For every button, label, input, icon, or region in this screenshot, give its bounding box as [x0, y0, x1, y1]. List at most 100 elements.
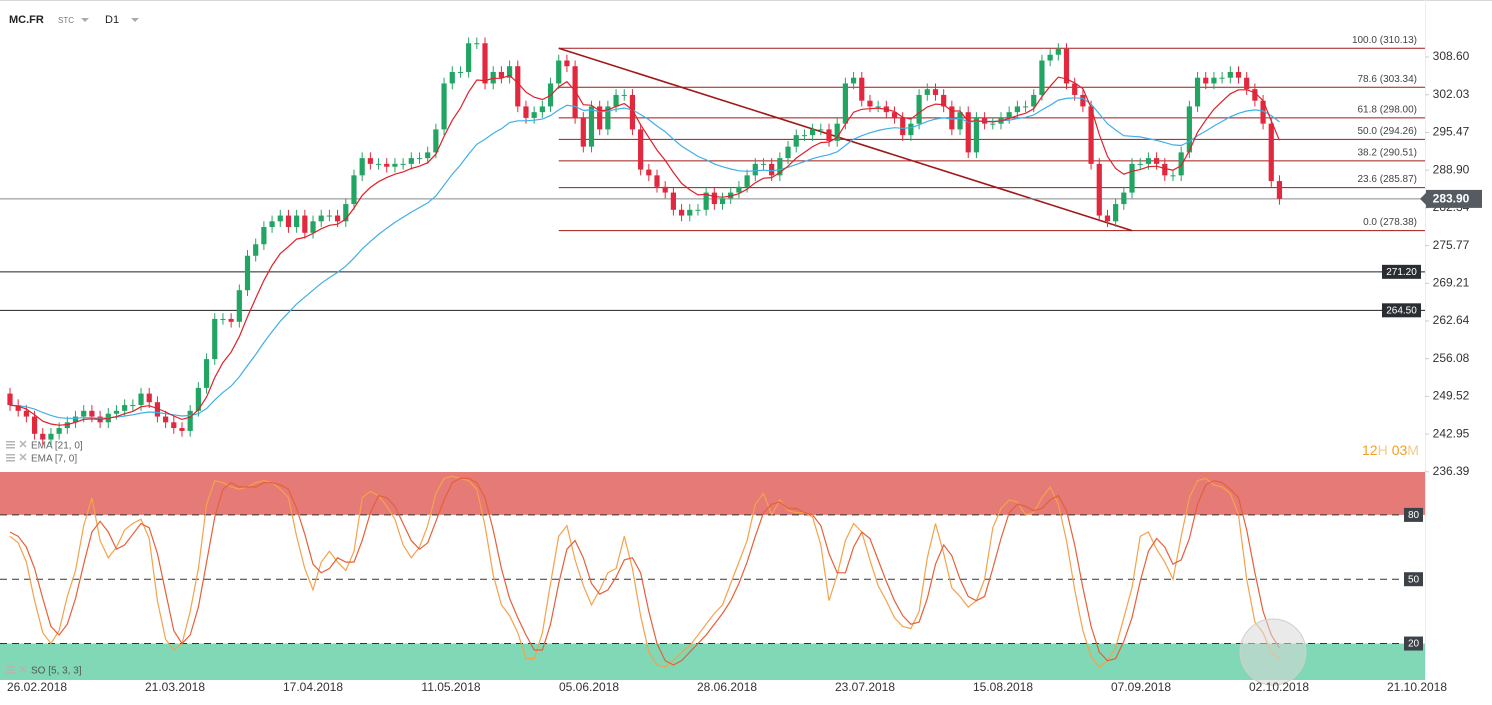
- candle-body: [932, 89, 939, 95]
- ema-line: [9, 74, 1280, 426]
- candle-body: [949, 106, 955, 130]
- candle-body: [400, 163, 406, 165]
- y-tick-label: 236.39: [1433, 464, 1470, 478]
- oscillator-level-label: 80: [1408, 510, 1420, 521]
- candle-body: [1211, 77, 1217, 84]
- fibonacci-label: 0.0 (278.38): [1363, 217, 1417, 228]
- candle-body: [302, 215, 308, 233]
- candle-body: [605, 106, 611, 130]
- candle-body: [253, 244, 259, 256]
- highlight-circle: [1239, 618, 1307, 686]
- oscillator-level-box: [1404, 572, 1423, 587]
- candle-body: [556, 60, 562, 84]
- y-tick-label: 242.95: [1433, 426, 1470, 440]
- header: MC.FR STC D1: [9, 14, 139, 26]
- candle-body: [48, 433, 54, 440]
- candle-body: [891, 112, 898, 118]
- horizontal-line-label: 271.20: [1386, 267, 1417, 278]
- legend: EMA [21, 0] EMA [7, 0] SO [5, 3, 3]: [6, 440, 83, 677]
- candle-body: [1129, 163, 1135, 193]
- legend-icon[interactable]: [6, 441, 15, 674]
- dropdown-arrow[interactable]: [131, 18, 139, 22]
- y-tick-label: 308.60: [1433, 49, 1470, 63]
- legend-label: EMA [21, 0]: [31, 441, 83, 452]
- fibonacci-label: 100.0 (310.13): [1352, 35, 1417, 46]
- candle-body: [924, 89, 930, 95]
- candle-body: [113, 410, 120, 414]
- candle-body: [834, 123, 840, 141]
- oscillator-level-label: 50: [1408, 574, 1420, 585]
- candle-body: [310, 221, 316, 233]
- y-tick-label: 302.03: [1433, 87, 1470, 101]
- candle-body: [588, 106, 595, 147]
- x-tick-label: 15.08.2018: [973, 680, 1033, 694]
- candle-body: [1096, 163, 1102, 216]
- candle-body: [1252, 89, 1258, 101]
- axes: 80 50 20 271.20 264.50 308.60 302.03 295.47 288.…: [7, 49, 1482, 694]
- candle-body: [818, 129, 824, 131]
- candle-body: [261, 227, 267, 245]
- x-tick-label: 11.05.2018: [421, 680, 480, 694]
- candle-body: [285, 215, 292, 228]
- fibonacci-label: 61.8 (298.00): [1358, 105, 1418, 116]
- x-tick-label: 17.04.2018: [283, 680, 343, 694]
- candle-body: [384, 163, 390, 167]
- candle-body: [826, 129, 832, 141]
- candle-body: [1072, 83, 1078, 95]
- y-tick-label: 262.64: [1433, 313, 1470, 327]
- candle-body: [1047, 54, 1053, 61]
- candle-body: [867, 100, 873, 107]
- candle-body: [179, 428, 185, 431]
- candle-body: [965, 112, 971, 153]
- candle-body: [187, 410, 193, 431]
- candle-body: [621, 94, 627, 96]
- candle-body: [900, 117, 906, 136]
- last-price-pointer: [1420, 192, 1426, 205]
- candle-body: [359, 158, 365, 176]
- oscillator-line: [9, 475, 1280, 668]
- instrument-type[interactable]: STC: [58, 16, 74, 25]
- timeframe[interactable]: D1: [105, 14, 119, 26]
- plot: 100.0 (310.13) 78.6 (303.34) 61.8 (298.00)…: [0, 35, 1425, 668]
- candle-body: [515, 66, 521, 107]
- candle-body: [1137, 163, 1143, 165]
- candle-body: [539, 106, 545, 113]
- candle-body: [81, 410, 87, 417]
- candle-body: [564, 60, 570, 67]
- candle-body: [212, 318, 218, 360]
- candle-body: [678, 209, 685, 216]
- candle-body: [130, 405, 136, 407]
- x-tick-label: 21.10.2018: [1387, 680, 1447, 694]
- candle-body: [1006, 112, 1012, 118]
- candle-body: [973, 117, 980, 153]
- candle-body: [695, 209, 701, 211]
- horizontal-line-label: 264.50: [1386, 305, 1417, 316]
- candle-body: [122, 405, 128, 411]
- legend-close[interactable]: [19, 440, 27, 673]
- legend-label: SO [5, 3, 3]: [31, 666, 82, 677]
- candle-body: [777, 158, 783, 176]
- candle-body: [269, 221, 275, 228]
- countdown-part: H: [1378, 442, 1388, 458]
- symbol[interactable]: MC.FR: [9, 14, 44, 26]
- candle-body: [687, 209, 693, 216]
- y-tick-label: 269.21: [1433, 275, 1470, 289]
- candle-body: [7, 393, 13, 406]
- candle-body: [957, 112, 963, 130]
- fibonacci-label: 23.6 (285.87): [1358, 174, 1418, 185]
- candle-body: [752, 163, 758, 176]
- candle-body: [1080, 94, 1086, 107]
- x-tick-label: 07.09.2018: [1111, 680, 1171, 694]
- candle-body: [351, 175, 357, 205]
- oscillator-level-label: 20: [1408, 639, 1420, 650]
- candle-body: [408, 158, 414, 164]
- dropdown-arrow[interactable]: [81, 18, 89, 22]
- candle-body: [236, 290, 242, 322]
- oversold-zone: [0, 643, 1425, 680]
- candle-body: [433, 129, 439, 153]
- candle-body: [1186, 106, 1192, 153]
- candle-body: [613, 94, 619, 107]
- candle-body: [294, 215, 300, 228]
